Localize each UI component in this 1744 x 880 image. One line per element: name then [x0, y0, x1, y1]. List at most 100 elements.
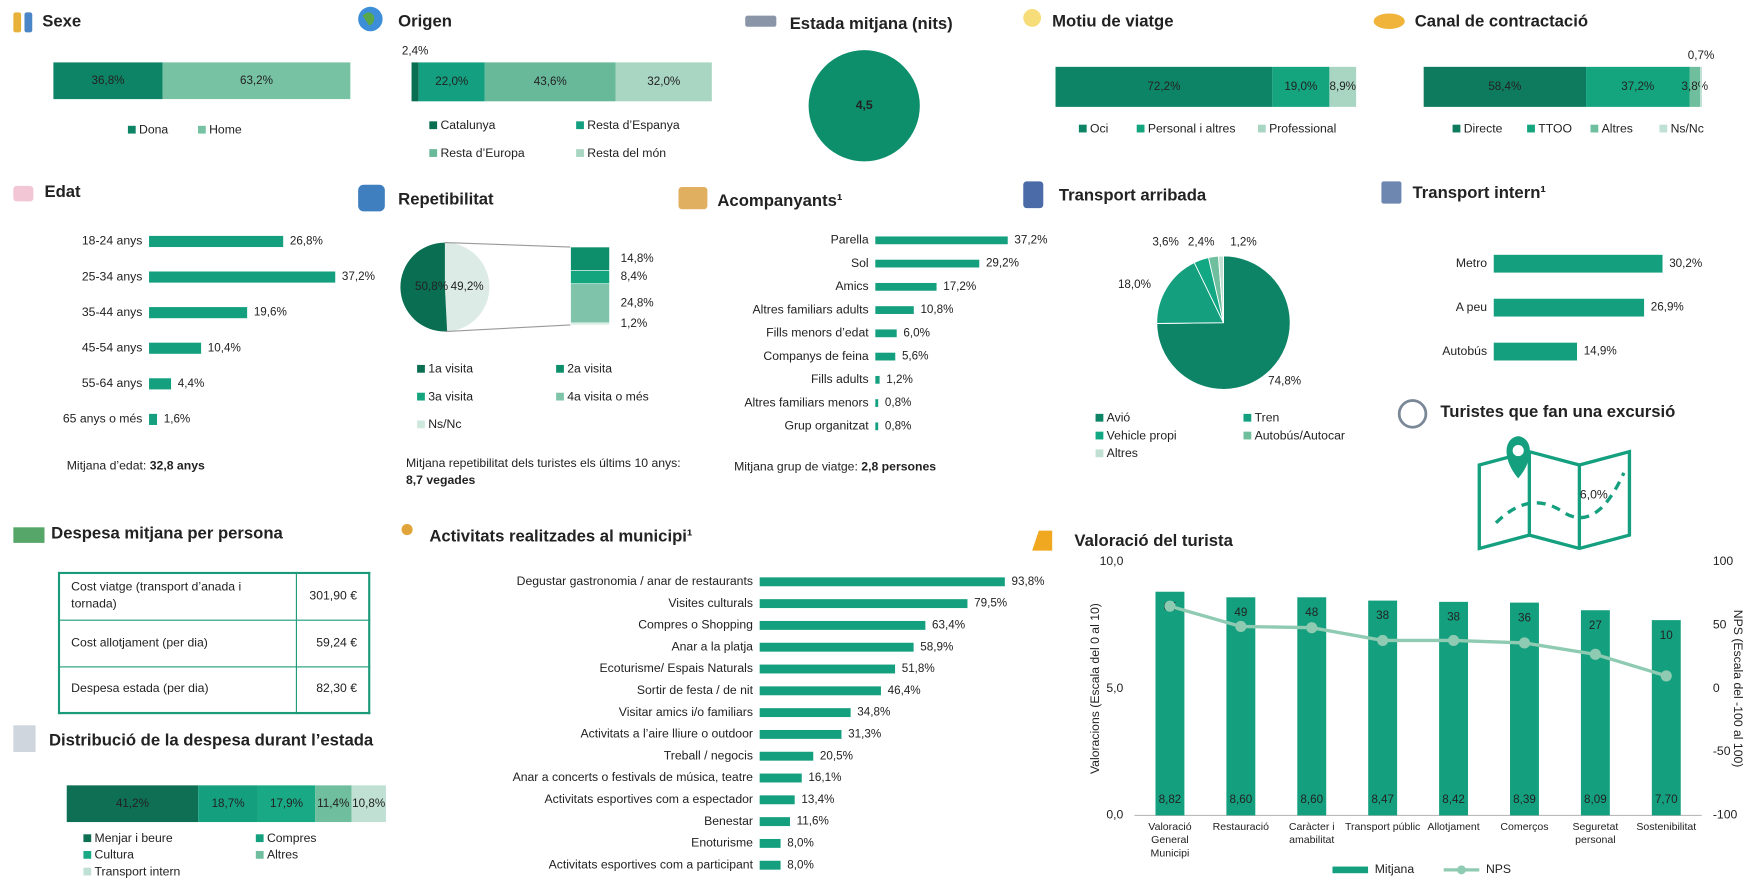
- x-tick-label: Sostenibilitat: [1636, 820, 1697, 834]
- data-label: 6,0%: [903, 326, 930, 339]
- bar-segment: [1586, 66, 1690, 107]
- connector: [444, 242, 571, 248]
- legend-label: Resta del món: [587, 146, 666, 160]
- x-tick-label: Restauració: [1212, 820, 1270, 834]
- category-label: 25-34 anys: [82, 269, 142, 283]
- panel-title: Transport arribada: [1059, 185, 1207, 204]
- text-box-content: Sostenibilitat: [1628, 821, 1704, 834]
- text-box: Mitjana repetibilitat dels turistes els …: [406, 457, 681, 487]
- bar: [759, 773, 802, 783]
- map-outline: [1477, 449, 1632, 551]
- data-label: 43,6%: [534, 75, 567, 88]
- legend-swatch: [1095, 431, 1104, 440]
- data-label: 49: [1234, 606, 1247, 619]
- legend-swatch: [197, 125, 206, 134]
- legend-swatch: [1659, 124, 1668, 133]
- bar-segment: [1700, 66, 1703, 107]
- map-pin: [1506, 436, 1530, 479]
- bar: [875, 282, 937, 291]
- table-row: Despesa estada (per dia) 82,30 €: [58, 665, 370, 714]
- data-label: 1,6%: [164, 413, 191, 426]
- icon: [678, 186, 708, 210]
- category-label: Degustar gastronomia / anar de restauran…: [517, 574, 753, 588]
- bar: [759, 729, 842, 739]
- table-row: Cost viatge (transport d’anada i tornada…: [58, 572, 370, 621]
- bar-segment: [315, 785, 352, 823]
- category-label: Compres o Shopping: [638, 618, 753, 632]
- x-tick-label: Transport públic: [1344, 820, 1421, 834]
- data-label: 19,6%: [254, 306, 287, 319]
- data-label: 4,4%: [178, 377, 205, 390]
- data-label: 26,8%: [290, 235, 323, 248]
- x-tick-label: Seguretat personal: [1572, 820, 1619, 847]
- data-label: 37,2%: [1014, 233, 1047, 246]
- line-point: [1518, 637, 1531, 649]
- data-label: 11,4%: [317, 797, 349, 810]
- pie-slice: [1156, 262, 1225, 324]
- category-label: Sortir de festa / de nit: [637, 683, 754, 697]
- legend-label: Home: [209, 122, 242, 136]
- category-label: Companys de feina: [763, 349, 868, 363]
- panel-title: Sexe: [42, 12, 81, 31]
- bar: [759, 642, 914, 652]
- text-box-content: Comerços: [1487, 821, 1563, 834]
- legend-label: Cultura: [95, 848, 135, 862]
- category-label: Autobús: [1442, 344, 1487, 358]
- data-label: 19,0%: [1284, 80, 1317, 93]
- panel-title: Estada mitjana (nits): [790, 14, 953, 33]
- legend-label: 4a visita o més: [567, 389, 649, 403]
- y-tick-label: 10,0: [1100, 554, 1124, 568]
- map-fold: [1527, 451, 1582, 549]
- bar-segment: [53, 62, 163, 100]
- data-label: 46,4%: [888, 684, 921, 697]
- category-label: Parella: [831, 233, 869, 247]
- text-box: Mitjana d’edat: 32,8 anys: [67, 459, 205, 472]
- icon: [13, 725, 36, 752]
- bar: [875, 375, 880, 384]
- pie-slice: [1156, 255, 1291, 390]
- legend-swatch: [417, 364, 425, 373]
- legend-swatch: [1527, 124, 1535, 133]
- data-label: 8,47: [1371, 793, 1394, 806]
- bar-segment: [615, 62, 712, 102]
- icon: [13, 185, 34, 202]
- category-label: Benestar: [704, 814, 753, 828]
- bar: [875, 399, 879, 407]
- bar: [759, 577, 1005, 587]
- line-point: [1377, 634, 1389, 646]
- legend-label: Professional: [1269, 121, 1336, 135]
- table-cell: Cost viatge (transport d’anada i tornada…: [58, 572, 297, 621]
- data-label: 38: [1376, 609, 1389, 622]
- text-box-content: Restauració: [1203, 821, 1279, 834]
- data-label: 37,2%: [342, 270, 375, 283]
- y2-tick-label: -50: [1713, 744, 1731, 758]
- icon: [1032, 530, 1053, 551]
- table-box: Cost viatge (transport d’anada i tornada…: [57, 571, 371, 715]
- panel-title: Turistes que fan una excursió: [1440, 402, 1675, 421]
- pie-slice: [400, 242, 448, 332]
- data-label: 24,8%: [621, 296, 654, 309]
- panel-title: Distribució de la despesa durant l’estad…: [49, 730, 374, 749]
- data-label: 8,0%: [787, 858, 814, 871]
- data-label: 0,8%: [885, 396, 912, 409]
- x-tick-label: Caràcter i amabilitat: [1288, 820, 1335, 847]
- bar: [759, 686, 881, 696]
- panel-title: Acompanyants¹: [717, 191, 843, 210]
- panel-title: Valoració del turista: [1074, 531, 1233, 550]
- bar: [759, 860, 781, 870]
- text-box-content: Allotjament: [1416, 821, 1492, 834]
- legend-swatch: [1257, 124, 1266, 133]
- bar-segment: [570, 270, 610, 285]
- category-label: Amics: [835, 279, 868, 293]
- category-label: Fills menors d’edat: [766, 326, 869, 340]
- y-axis-title: Valoracions (Escala del 0 al 10): [1088, 603, 1102, 774]
- icon: [24, 12, 33, 33]
- bar-segment: [570, 246, 610, 271]
- text-box: Valoració General Municipi: [1148, 821, 1191, 860]
- bar: [875, 422, 879, 431]
- icon: [1397, 399, 1428, 429]
- text-box: Allotjament: [1416, 821, 1492, 834]
- y-tick-label: 5,0: [1106, 681, 1123, 695]
